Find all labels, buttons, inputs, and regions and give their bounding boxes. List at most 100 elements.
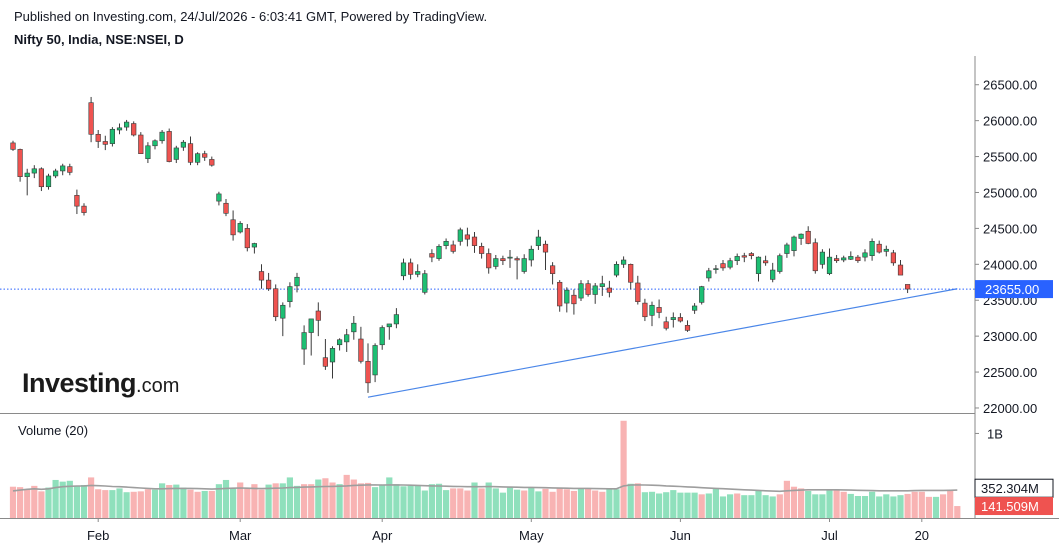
volume-bar [599,491,606,518]
candle-body [741,255,747,258]
volume-bar [471,482,478,518]
price-tick-label: 23000.00 [983,329,1037,344]
candle-body [791,236,797,251]
candle [557,280,563,312]
volume-bar [684,492,691,518]
volume-bar [663,492,670,518]
trendline-layer [0,288,975,398]
candle [713,265,719,274]
candle [848,251,854,260]
candle-body [706,270,712,279]
candle [464,227,471,247]
candle [209,156,215,167]
volume-bar [620,420,627,518]
candle [656,299,662,319]
candle-body [876,243,882,253]
last-price-tag-label: 23655.00 [985,282,1039,297]
candle-body [202,153,208,158]
chart-frame [0,56,1059,519]
candle [770,262,776,283]
candle-body [358,338,364,362]
volume-readout-label: 352.304M [981,481,1039,496]
candle-body [287,286,293,302]
volume-readout-tag: 141.509M [975,497,1053,516]
candle [237,221,243,234]
candle [195,152,201,166]
candle-body [642,302,648,318]
candle-body [897,264,904,276]
candle [301,325,307,365]
candle [592,282,598,304]
logo-brand: Investing [22,368,137,398]
volume-bar [925,496,932,518]
price-tick-label: 25000.00 [983,185,1037,200]
candle [897,260,904,276]
volume-bar [911,491,918,518]
candle-body [81,205,87,213]
volume-bar [9,486,17,518]
candle-body [88,102,94,135]
candle-body [734,256,740,262]
candle-body [31,168,37,174]
candle-body [145,145,151,160]
volume-bar [670,490,677,518]
volume-bar [159,483,166,518]
volume-bar [783,480,790,518]
time-tick-label: Mar [229,528,252,543]
volume-bar [748,495,755,518]
candle-body [585,283,591,295]
candle [635,275,641,305]
volume-tick-label: 1B [987,426,1003,441]
volume-bar [315,479,322,518]
volume-bar [528,487,535,518]
volume-bar [180,487,187,518]
candle [88,96,94,143]
candle-body [691,305,698,311]
candle [791,235,797,257]
price-tick-label: 24000.00 [983,257,1037,272]
volume-bar [293,485,301,518]
candle [457,227,463,246]
candle-body [365,360,371,384]
price-tick-label: 25500.00 [983,150,1037,165]
candle-body [67,166,73,173]
candle-body [351,322,357,333]
candle-body [251,243,258,248]
candle [109,127,115,147]
price-tick-label: 24500.00 [983,221,1037,236]
candle-body [400,262,407,277]
price-tick-label: 22500.00 [983,365,1037,380]
candle [45,173,52,190]
volume-bar [215,484,222,518]
candle [599,275,605,296]
volume-bar [712,487,719,518]
candle [471,231,478,253]
candle [273,284,279,322]
volume-bar [187,489,194,518]
candle [365,343,371,393]
candle-body [308,318,314,333]
volume-bar [869,491,876,518]
candle [663,316,669,331]
volume-bar [549,491,556,518]
volume-bar [613,489,620,518]
candle [415,264,421,278]
candle-body [60,165,66,172]
candle-body [131,123,137,136]
volume-readout-tag: 352.304M [974,478,1054,498]
candle-body [904,284,911,290]
volume-bar [109,490,116,518]
volume-bar [230,487,237,518]
candle [755,256,762,282]
candle [677,313,683,323]
candle-body [755,256,762,274]
candle-body [116,127,123,131]
candle [904,284,911,294]
candle [265,272,272,291]
candle [478,242,485,259]
volume-bar [45,487,52,518]
volume-bar [272,483,279,518]
candle [777,253,783,274]
candle-body [528,248,534,261]
